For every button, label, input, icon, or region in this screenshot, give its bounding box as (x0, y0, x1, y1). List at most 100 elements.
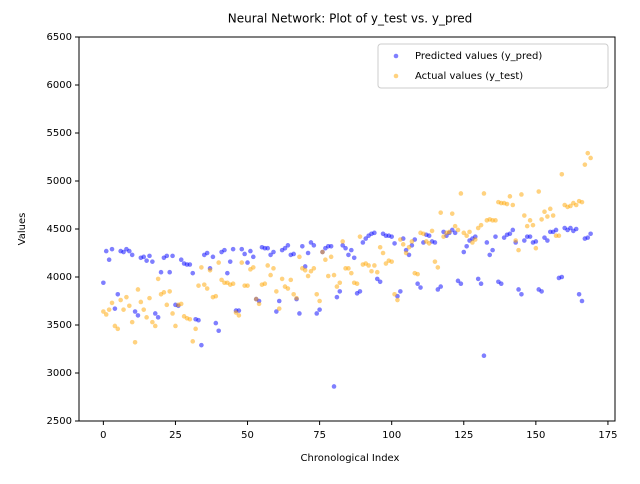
point (271, 249, 276, 255)
point (432, 240, 438, 245)
point (340, 243, 345, 248)
point (360, 240, 366, 245)
point (542, 235, 547, 240)
point (124, 294, 129, 300)
point (268, 272, 273, 278)
point (522, 213, 527, 218)
point (510, 227, 516, 233)
point (158, 269, 164, 275)
y-axis-label: Values (17, 213, 28, 246)
point (484, 240, 490, 245)
point (395, 297, 400, 303)
point (155, 315, 161, 320)
point (461, 249, 467, 255)
point (187, 316, 193, 322)
legend-box (377, 43, 609, 89)
point (403, 250, 409, 256)
point (464, 243, 469, 249)
x-tick-label: 25 (169, 430, 182, 441)
point (207, 267, 213, 273)
point (300, 243, 305, 249)
point (127, 248, 132, 254)
point (311, 266, 317, 271)
point (363, 236, 369, 241)
point (227, 259, 233, 264)
point (398, 289, 403, 294)
point (504, 201, 510, 207)
point (452, 223, 458, 229)
point (178, 257, 184, 263)
point (522, 238, 527, 243)
point (262, 281, 268, 287)
point (250, 265, 256, 270)
point (418, 285, 423, 290)
point (461, 230, 467, 236)
point (144, 315, 149, 320)
point (204, 250, 210, 256)
point (389, 234, 394, 239)
y-tick-label: 2500 (47, 416, 72, 427)
point (323, 257, 328, 263)
point (441, 234, 446, 239)
point (481, 353, 487, 359)
point (112, 306, 118, 311)
point (573, 202, 579, 208)
point (115, 291, 121, 297)
point (374, 269, 380, 275)
point (288, 277, 294, 283)
point (314, 311, 320, 316)
point (392, 241, 397, 246)
point (297, 311, 302, 316)
point (530, 222, 536, 228)
chart-title: Neural Network: Plot of y_test vs. y_pre… (228, 12, 473, 26)
point (276, 306, 282, 311)
point (121, 249, 126, 255)
point (343, 245, 348, 251)
point (392, 291, 397, 297)
point (533, 239, 539, 244)
x-tick-label: 175 (598, 430, 617, 441)
point (349, 247, 354, 253)
point (305, 273, 311, 279)
point (167, 269, 172, 275)
point (274, 309, 279, 314)
point (253, 296, 259, 302)
point (320, 249, 325, 255)
point (536, 189, 542, 194)
point (225, 270, 230, 276)
point (199, 342, 204, 348)
point (219, 277, 224, 283)
point (510, 202, 516, 208)
point (282, 245, 288, 251)
point (199, 265, 204, 270)
point (245, 260, 250, 265)
point (302, 267, 308, 273)
point (155, 276, 161, 282)
point (317, 298, 322, 304)
point (106, 257, 112, 263)
point (507, 231, 513, 237)
point (152, 323, 158, 329)
point (210, 254, 216, 260)
x-tick-label: 150 (526, 430, 545, 441)
point (245, 283, 250, 288)
point (507, 194, 513, 199)
point (464, 233, 469, 239)
point (294, 295, 299, 301)
point (173, 323, 178, 329)
plot-frame (78, 36, 616, 422)
y-tick-label: 3500 (47, 320, 72, 331)
point (311, 243, 317, 248)
point (268, 252, 273, 258)
point (170, 253, 175, 259)
point (144, 258, 149, 263)
legend-marker (393, 73, 399, 79)
point (317, 307, 322, 312)
point (101, 280, 106, 286)
point (550, 213, 556, 218)
y-tick-label: 6000 (47, 80, 72, 91)
point (452, 230, 458, 236)
point (545, 238, 550, 243)
point (193, 326, 198, 332)
point (274, 289, 279, 294)
